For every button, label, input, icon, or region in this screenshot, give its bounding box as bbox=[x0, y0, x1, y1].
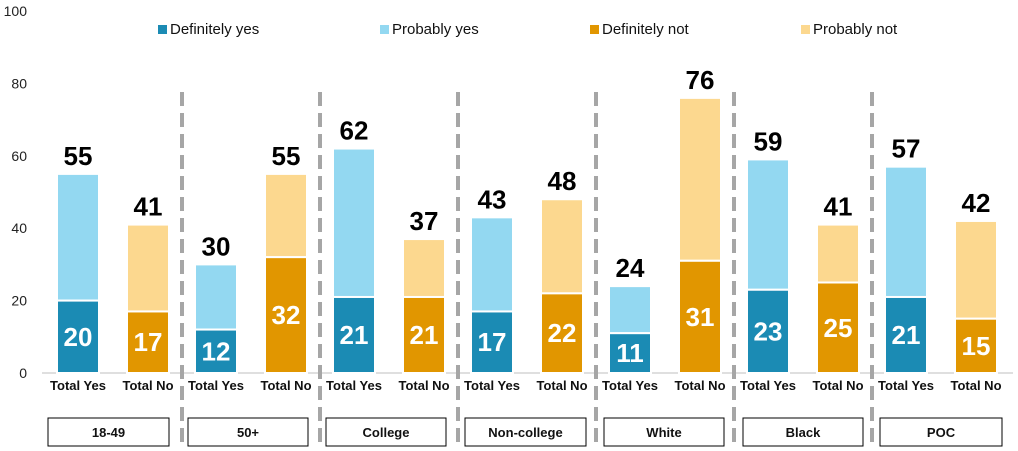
x-category-label: Total Yes bbox=[602, 378, 658, 393]
bar-total-label: 62 bbox=[340, 116, 369, 146]
x-category-label: Total Yes bbox=[740, 378, 796, 393]
group-label: POC bbox=[927, 425, 956, 440]
bar-segment-probably-not bbox=[954, 219, 998, 320]
y-tick-label: 60 bbox=[11, 148, 27, 164]
bar-segment-definitely-not bbox=[816, 281, 860, 374]
bar-segment-definitely-yes bbox=[470, 310, 514, 374]
legend-swatch bbox=[801, 25, 810, 34]
bar-base-value-label: 20 bbox=[64, 322, 93, 352]
group-label-box bbox=[325, 417, 447, 447]
group-label: 50+ bbox=[237, 425, 259, 440]
y-tick-label: 100 bbox=[4, 3, 28, 19]
bar-segment-definitely-not bbox=[126, 310, 170, 374]
bar-segment-definitely-yes bbox=[608, 332, 652, 374]
bar-total-label: 43 bbox=[478, 184, 507, 214]
bar-segment-definitely-not bbox=[540, 292, 584, 374]
bar-base-value-label: 32 bbox=[272, 300, 301, 330]
bar-base-value-label: 23 bbox=[754, 316, 783, 346]
bar-total-label: 55 bbox=[272, 141, 301, 171]
legend-label: Definitely yes bbox=[170, 21, 259, 38]
bar-segment-definitely-yes bbox=[56, 299, 100, 375]
bar-total-label: 41 bbox=[824, 192, 853, 222]
bar-segment-definitely-not bbox=[954, 317, 998, 375]
bar-total-label: 30 bbox=[202, 231, 231, 261]
group-label-box bbox=[187, 417, 309, 447]
bar-segment-probably-not bbox=[402, 238, 446, 298]
bar-segment-definitely-not bbox=[264, 256, 308, 374]
x-category-label: Total No bbox=[950, 378, 1001, 393]
bar-total-label: 41 bbox=[134, 192, 163, 222]
y-tick-label: 20 bbox=[11, 293, 27, 309]
bar-base-value-label: 31 bbox=[686, 302, 715, 332]
bar-total-label: 59 bbox=[754, 126, 783, 156]
bar-total-label: 42 bbox=[962, 188, 991, 218]
bar-segment-probably-yes bbox=[56, 172, 100, 302]
bar-base-value-label: 22 bbox=[548, 318, 577, 348]
bar-base-value-label: 25 bbox=[824, 313, 853, 343]
legend-swatch bbox=[590, 25, 599, 34]
group-label: 18-49 bbox=[92, 425, 125, 440]
x-category-label: Total Yes bbox=[878, 378, 934, 393]
group-label-box bbox=[742, 417, 864, 447]
bar-segment-probably-yes bbox=[608, 285, 652, 335]
x-category-label: Total Yes bbox=[464, 378, 520, 393]
legend-swatch bbox=[158, 25, 167, 34]
bar-segment-probably-yes bbox=[470, 216, 514, 313]
bar-base-value-label: 21 bbox=[410, 320, 439, 350]
bar-segment-probably-yes bbox=[332, 147, 376, 298]
bar-base-value-label: 17 bbox=[134, 327, 163, 357]
bar-segment-definitely-not bbox=[402, 295, 446, 375]
x-category-label: Total No bbox=[122, 378, 173, 393]
group-label-box bbox=[603, 417, 725, 447]
bar-total-label: 24 bbox=[616, 253, 645, 283]
bar-segment-probably-not bbox=[264, 172, 308, 259]
y-tick-label: 0 bbox=[19, 365, 27, 381]
x-category-label: Total Yes bbox=[326, 378, 382, 393]
bar-total-label: 55 bbox=[64, 141, 93, 171]
bar-segment-probably-yes bbox=[884, 165, 928, 298]
x-category-label: Total Yes bbox=[50, 378, 106, 393]
bar-segment-definitely-not bbox=[678, 259, 722, 374]
bar-segment-probably-not bbox=[816, 223, 860, 284]
legend-label: Definitely not bbox=[602, 21, 690, 38]
x-category-label: Total No bbox=[536, 378, 587, 393]
bar-total-label: 37 bbox=[410, 206, 439, 236]
group-label-box bbox=[464, 417, 587, 447]
bar-segment-definitely-yes bbox=[884, 295, 928, 375]
legend-label: Probably not bbox=[813, 21, 898, 38]
bar-base-value-label: 17 bbox=[478, 327, 507, 357]
x-category-label: Total Yes bbox=[188, 378, 244, 393]
group-label-box bbox=[879, 417, 1003, 447]
bar-total-label: 76 bbox=[686, 65, 715, 95]
bar-segment-probably-yes bbox=[194, 263, 238, 331]
bar-base-value-label: 12 bbox=[202, 336, 231, 366]
bar-segment-definitely-yes bbox=[194, 328, 238, 374]
legend-label: Probably yes bbox=[392, 21, 479, 38]
bar-segment-probably-not bbox=[678, 96, 722, 262]
bar-total-label: 48 bbox=[548, 166, 577, 196]
group-label: White bbox=[646, 425, 681, 440]
group-label: College bbox=[363, 425, 410, 440]
group-label: Black bbox=[786, 425, 821, 440]
y-tick-label: 40 bbox=[11, 220, 27, 236]
bar-segment-probably-not bbox=[126, 223, 170, 313]
bar-segment-probably-yes bbox=[746, 158, 790, 291]
bar-base-value-label: 15 bbox=[962, 331, 991, 361]
bar-base-value-label: 21 bbox=[340, 320, 369, 350]
bar-base-value-label: 21 bbox=[892, 320, 921, 350]
y-tick-label: 80 bbox=[11, 75, 27, 91]
legend-swatch bbox=[380, 25, 389, 34]
bar-total-label: 57 bbox=[892, 134, 921, 164]
group-label: Non-college bbox=[488, 425, 562, 440]
bar-segment-definitely-yes bbox=[332, 295, 376, 375]
bar-segment-definitely-yes bbox=[746, 288, 790, 374]
x-category-label: Total No bbox=[398, 378, 449, 393]
bar-base-value-label: 11 bbox=[616, 338, 644, 368]
bar-segment-probably-not bbox=[540, 198, 584, 295]
group-label-box bbox=[47, 417, 170, 447]
x-category-label: Total No bbox=[674, 378, 725, 393]
x-category-label: Total No bbox=[812, 378, 863, 393]
x-category-label: Total No bbox=[260, 378, 311, 393]
